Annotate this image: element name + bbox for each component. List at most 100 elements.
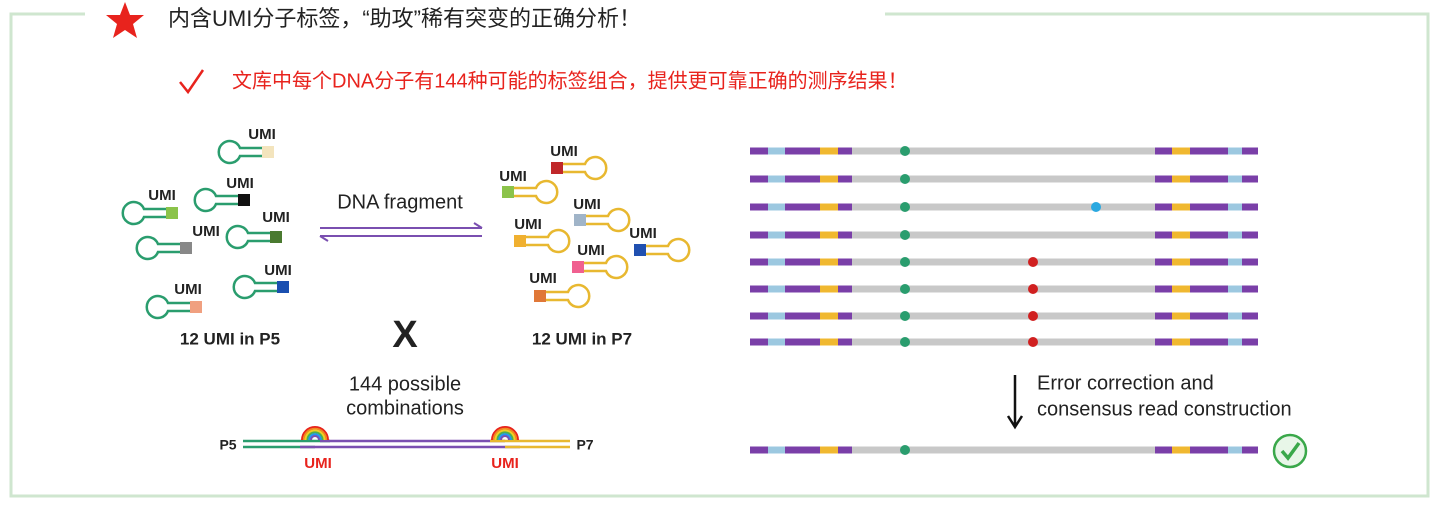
umi-label: UMI [514, 216, 542, 233]
read-segment [768, 232, 785, 239]
umi-label: UMI [174, 281, 202, 298]
read-segment [1190, 232, 1228, 239]
umi-label: UMI [304, 455, 332, 472]
read-segment [852, 176, 1155, 183]
read-segment [1242, 447, 1258, 454]
read [750, 230, 1258, 240]
read [750, 284, 1258, 294]
correction-text: Error correction and [1037, 372, 1214, 394]
read-segment [1242, 286, 1258, 293]
umi-label: UMI [262, 209, 290, 226]
read-segment [785, 447, 820, 454]
read-segment [820, 259, 838, 266]
caption: 12 UMI in P5 [180, 329, 280, 348]
read-segment [820, 204, 838, 211]
read-segment [820, 313, 838, 320]
read-segment [1242, 148, 1258, 155]
read-segment [750, 286, 768, 293]
read-segment [852, 259, 1155, 266]
read-segment [768, 447, 785, 454]
read-segment [1242, 176, 1258, 183]
read-segment [1155, 286, 1172, 293]
variant-dot [900, 311, 910, 321]
combinations-text: combinations [346, 397, 464, 419]
read-segment [820, 447, 838, 454]
umi-hairpin [147, 296, 202, 318]
hairpin-loop [526, 230, 569, 252]
read-segment [1242, 313, 1258, 320]
hairpin-loop [584, 256, 627, 278]
umi-hairpin [551, 157, 606, 179]
read-segment [750, 339, 768, 346]
read-segment [1172, 148, 1190, 155]
read-segment [1172, 339, 1190, 346]
operator: X [392, 314, 418, 356]
read-segment [1228, 204, 1242, 211]
umi-hairpin [219, 141, 274, 163]
umi-panel: UMIUMIUMIUMIUMIUMIUMIUMIUMIUMIUMIUMIUMIU… [123, 126, 689, 472]
umi-label: UMI [248, 126, 276, 143]
read-segment [820, 286, 838, 293]
read-segment [785, 286, 820, 293]
read-segment [1155, 232, 1172, 239]
umi-hairpin [123, 202, 178, 224]
variant-dot [900, 257, 910, 267]
umi-label: UMI [577, 242, 605, 259]
read-segment [768, 339, 785, 346]
read-segment [1228, 447, 1242, 454]
umi-hairpin [234, 276, 289, 298]
read-segment [1190, 339, 1228, 346]
arrow-label: DNA fragment [337, 191, 463, 213]
read-segment [785, 259, 820, 266]
umi-tag [634, 244, 646, 256]
read-segment [1228, 148, 1242, 155]
read-segment [838, 259, 852, 266]
read-segment [820, 176, 838, 183]
read-segment [852, 313, 1155, 320]
umi-rainbow [311, 436, 319, 440]
read [750, 257, 1258, 267]
read-segment [1172, 204, 1190, 211]
read-segment [838, 232, 852, 239]
error-dot [1091, 202, 1101, 212]
read-segment [1155, 148, 1172, 155]
variant-dot [900, 284, 910, 294]
umi-tag [502, 186, 514, 198]
read-segment [838, 148, 852, 155]
read-segment [768, 286, 785, 293]
read-segment [852, 204, 1155, 211]
read-segment [1228, 232, 1242, 239]
read-segment [1228, 259, 1242, 266]
read-segment [750, 447, 768, 454]
ok-icon [1274, 435, 1306, 467]
read-segment [768, 204, 785, 211]
read-segment [1172, 286, 1190, 293]
umi-tag [534, 290, 546, 302]
variant-dot [900, 202, 910, 212]
read-segment [750, 313, 768, 320]
umi-hairpin [227, 226, 282, 248]
error-dot [1028, 257, 1038, 267]
read-segment [1242, 339, 1258, 346]
check-icon [180, 70, 203, 92]
read-segment [1172, 176, 1190, 183]
read-segment [852, 339, 1155, 346]
read-segment [750, 176, 768, 183]
read-segment [838, 447, 852, 454]
hairpin-loop [227, 226, 270, 248]
variant-dot [900, 174, 910, 184]
hairpin-loop [563, 157, 606, 179]
read-segment [1172, 313, 1190, 320]
umi-tag [277, 281, 289, 293]
read-segment [1228, 339, 1242, 346]
hairpin-loop [147, 296, 190, 318]
reads-panel: Error correction andconsensus read const… [750, 146, 1306, 467]
read-segment [838, 286, 852, 293]
hairpin-loop [646, 239, 689, 261]
read-segment [785, 339, 820, 346]
title: 内含UMI分子标签，“助攻”稀有突变的正确分析！ [168, 6, 641, 31]
read-segment [1190, 148, 1228, 155]
read-segment [1228, 313, 1242, 320]
read-segment [1155, 313, 1172, 320]
read-segment [750, 148, 768, 155]
